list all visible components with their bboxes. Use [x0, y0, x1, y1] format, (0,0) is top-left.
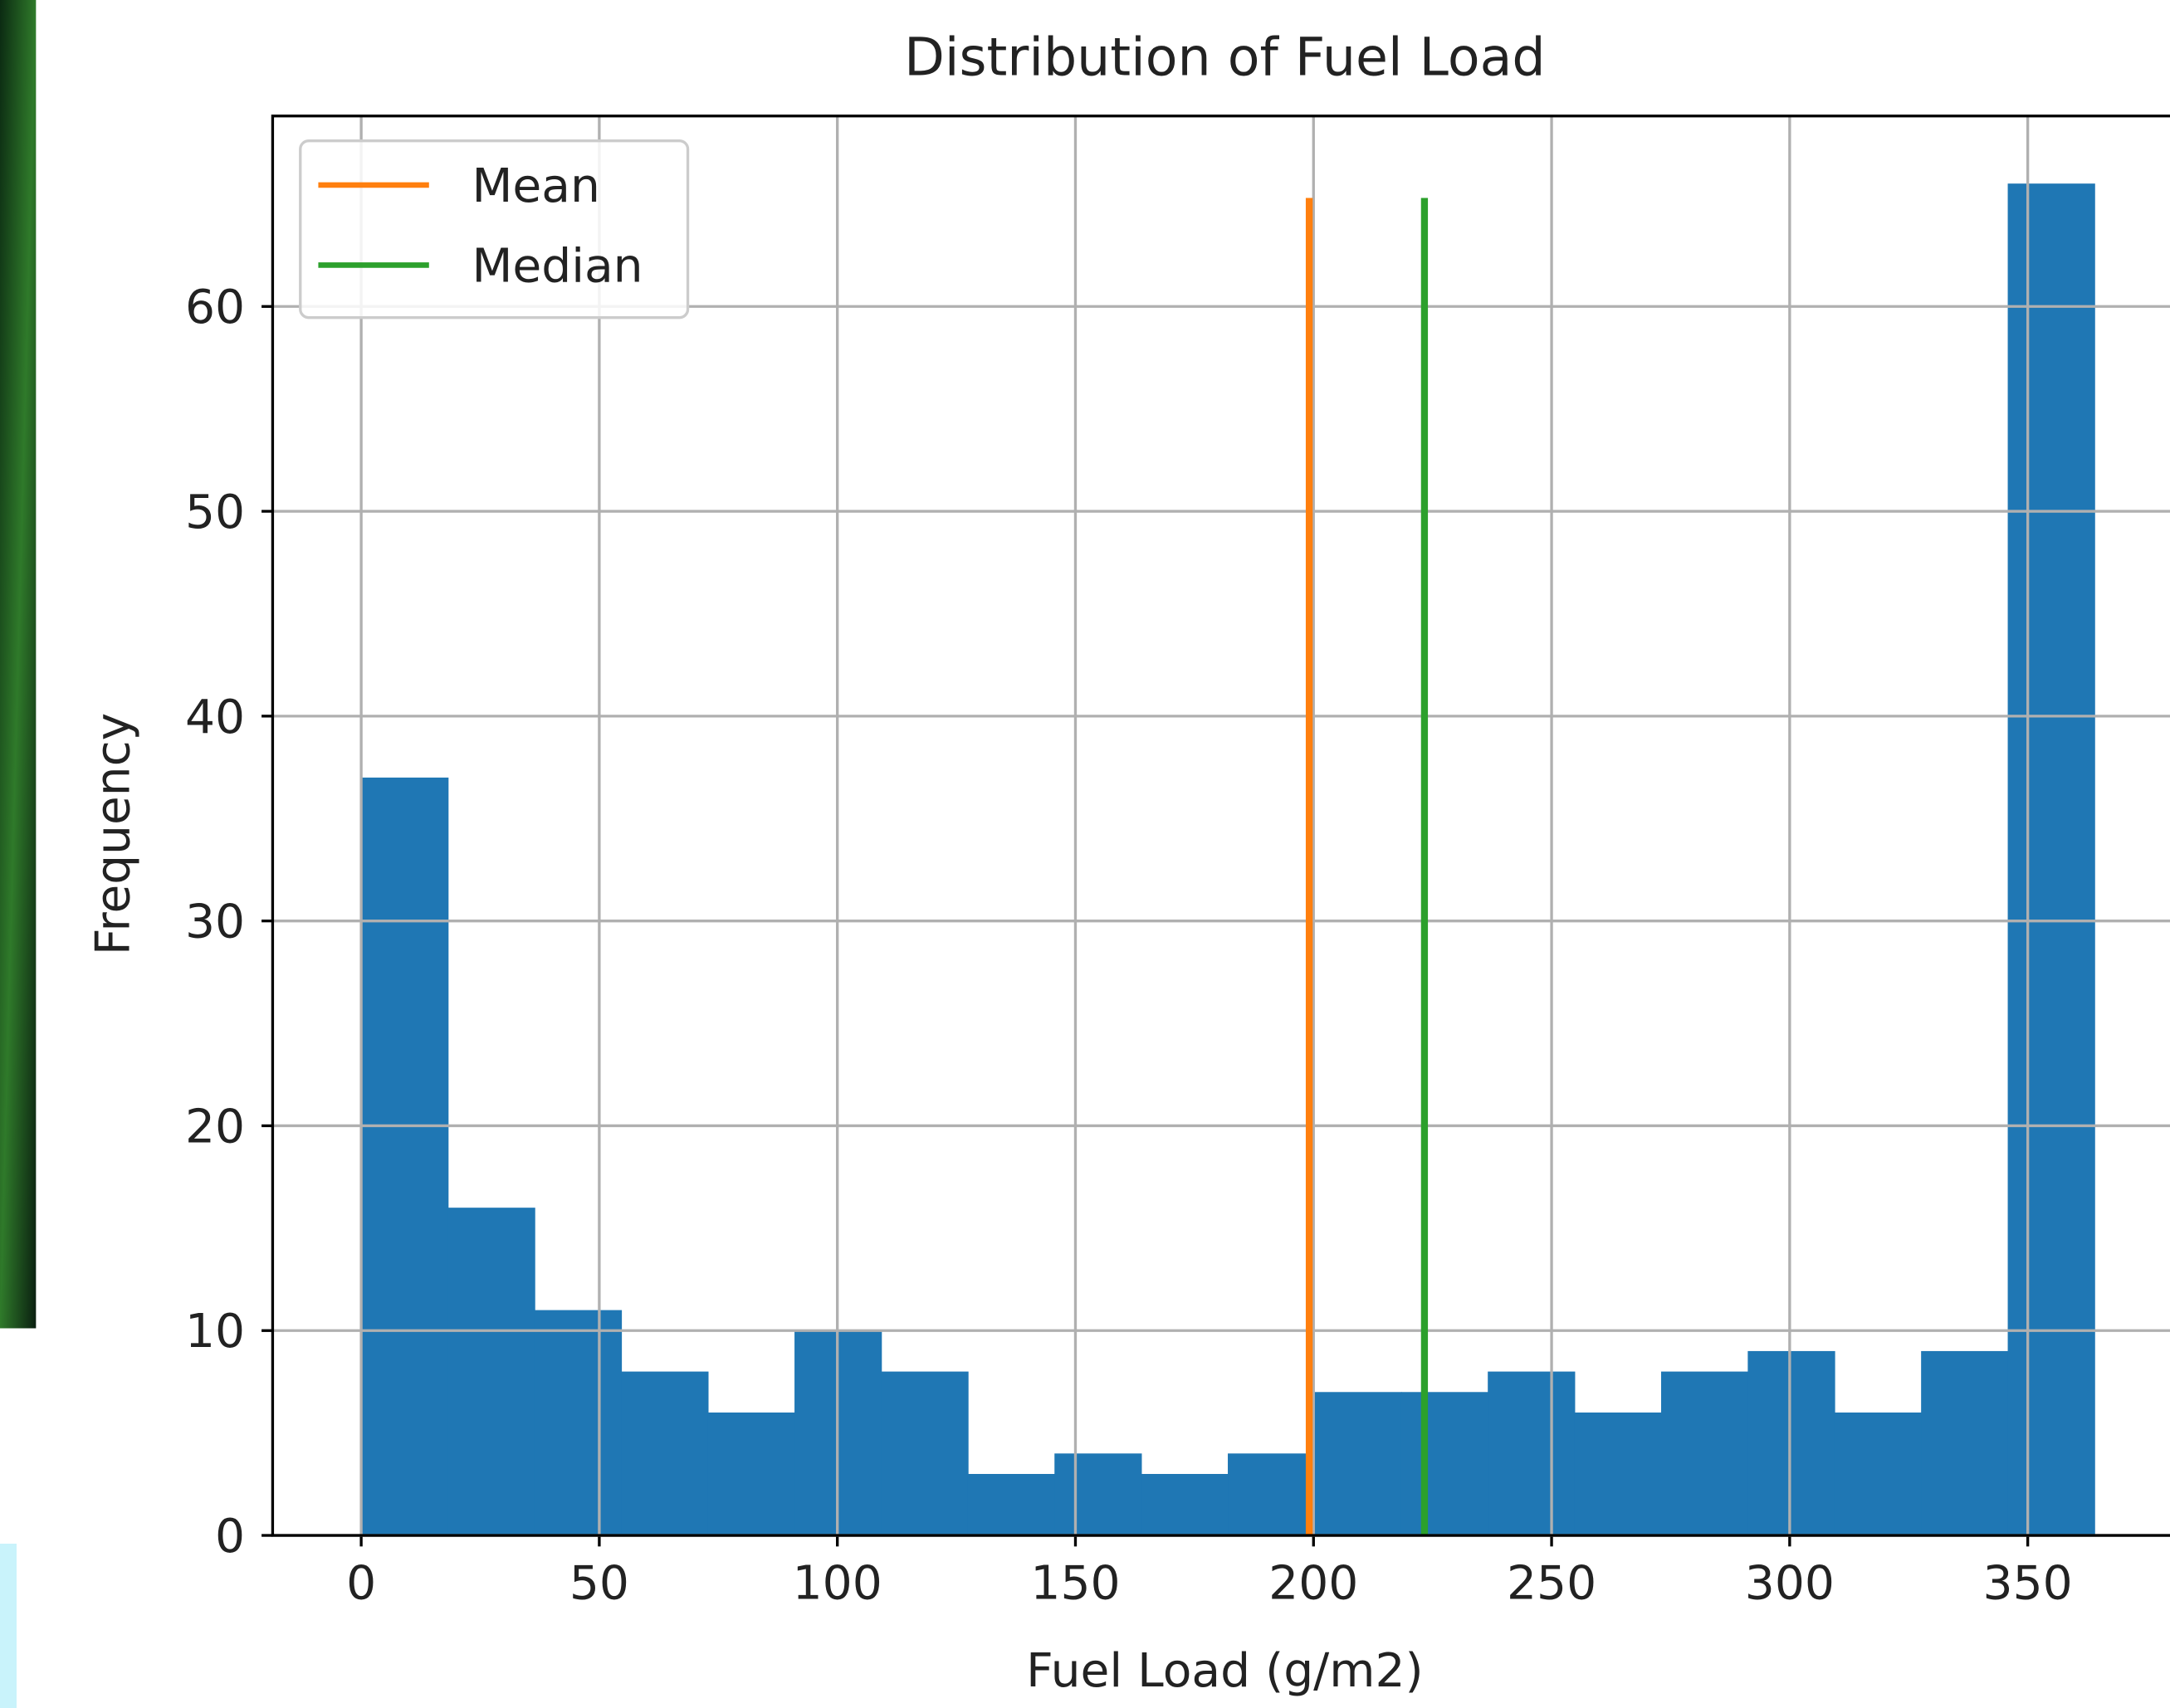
y-tick-label: 10 — [185, 1304, 245, 1359]
x-tick-label: 100 — [793, 1556, 882, 1611]
y-tick-label: 0 — [215, 1509, 245, 1564]
bar — [2007, 183, 2095, 1536]
bar — [1054, 1453, 1142, 1536]
x-tick-label: 300 — [1745, 1556, 1835, 1611]
bar — [361, 777, 449, 1536]
x-tick-label: 0 — [346, 1556, 376, 1611]
legend: Mean Median — [299, 139, 690, 320]
bar — [1228, 1453, 1316, 1536]
y-axis-label: Frequency — [86, 713, 141, 955]
bar — [707, 1412, 795, 1536]
bar — [967, 1473, 1056, 1536]
x-tick-label: 200 — [1268, 1556, 1358, 1611]
side-panel — [0, 1544, 17, 1708]
y-tick-label: 50 — [185, 485, 245, 539]
y-tick-label: 20 — [185, 1099, 245, 1154]
bar — [447, 1208, 535, 1536]
x-tick-label: 150 — [1030, 1556, 1120, 1611]
legend-label: Mean — [472, 159, 599, 213]
bar — [1488, 1371, 1576, 1536]
bar — [621, 1371, 709, 1536]
bar — [534, 1310, 623, 1536]
bar — [1660, 1371, 1749, 1536]
x-axis-label: Fuel Load (g/m2) — [1026, 1643, 1424, 1698]
background-image — [0, 0, 37, 1329]
bar — [1314, 1392, 1402, 1536]
bar — [1921, 1350, 2009, 1536]
y-tick-label: 30 — [185, 895, 245, 949]
y-tick-label: 40 — [185, 690, 245, 744]
x-tick-label: 50 — [569, 1556, 629, 1611]
legend-label: Median — [472, 238, 643, 293]
plot-frame — [271, 115, 2170, 1537]
bar — [1141, 1473, 1229, 1536]
bar — [1747, 1350, 1835, 1536]
chart-title: Distribution of Fuel Load — [904, 27, 1545, 88]
bar — [1574, 1412, 1662, 1536]
bar — [881, 1371, 969, 1536]
bar — [1400, 1392, 1489, 1536]
x-tick-label: 250 — [1507, 1556, 1596, 1611]
bar — [1834, 1412, 1922, 1536]
y-tick-label: 60 — [185, 280, 245, 334]
x-tick-label: 350 — [1983, 1556, 2073, 1611]
heading: Results — [131, 0, 547, 7]
